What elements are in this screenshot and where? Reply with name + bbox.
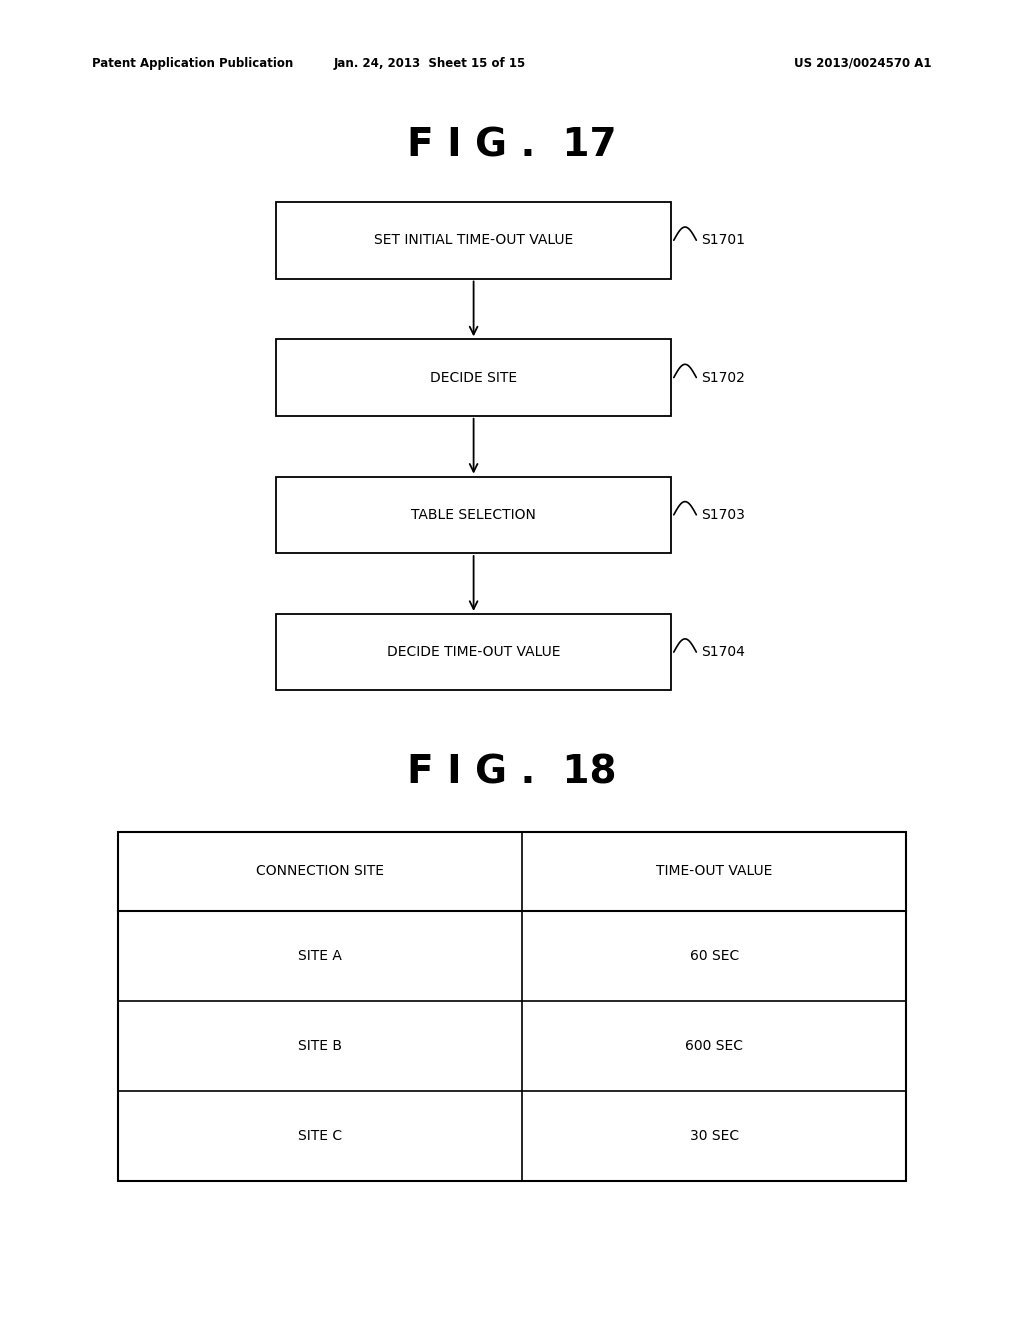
- Text: F I G .  18: F I G . 18: [408, 754, 616, 791]
- Text: CONNECTION SITE: CONNECTION SITE: [256, 865, 384, 878]
- Text: SITE C: SITE C: [298, 1130, 342, 1143]
- Text: SITE B: SITE B: [298, 1039, 342, 1053]
- Text: S1701: S1701: [701, 234, 745, 247]
- Text: TIME-OUT VALUE: TIME-OUT VALUE: [656, 865, 772, 878]
- Text: S1704: S1704: [701, 645, 745, 659]
- Bar: [276, 614, 671, 690]
- Text: DECIDE TIME-OUT VALUE: DECIDE TIME-OUT VALUE: [387, 645, 560, 659]
- Text: 30 SEC: 30 SEC: [690, 1130, 738, 1143]
- Text: 600 SEC: 600 SEC: [685, 1039, 743, 1053]
- Text: S1702: S1702: [701, 371, 745, 384]
- Text: Patent Application Publication: Patent Application Publication: [92, 57, 294, 70]
- Text: US 2013/0024570 A1: US 2013/0024570 A1: [795, 57, 932, 70]
- Bar: [276, 339, 671, 416]
- Text: SET INITIAL TIME-OUT VALUE: SET INITIAL TIME-OUT VALUE: [374, 234, 573, 247]
- Bar: [276, 202, 671, 279]
- Text: DECIDE SITE: DECIDE SITE: [430, 371, 517, 384]
- Bar: [276, 477, 671, 553]
- Text: 60 SEC: 60 SEC: [689, 949, 739, 962]
- Text: SITE A: SITE A: [298, 949, 342, 962]
- Text: TABLE SELECTION: TABLE SELECTION: [412, 508, 536, 521]
- Text: S1703: S1703: [701, 508, 745, 521]
- Bar: [118, 832, 906, 1181]
- Text: Jan. 24, 2013  Sheet 15 of 15: Jan. 24, 2013 Sheet 15 of 15: [334, 57, 526, 70]
- Text: F I G .  17: F I G . 17: [408, 127, 616, 164]
